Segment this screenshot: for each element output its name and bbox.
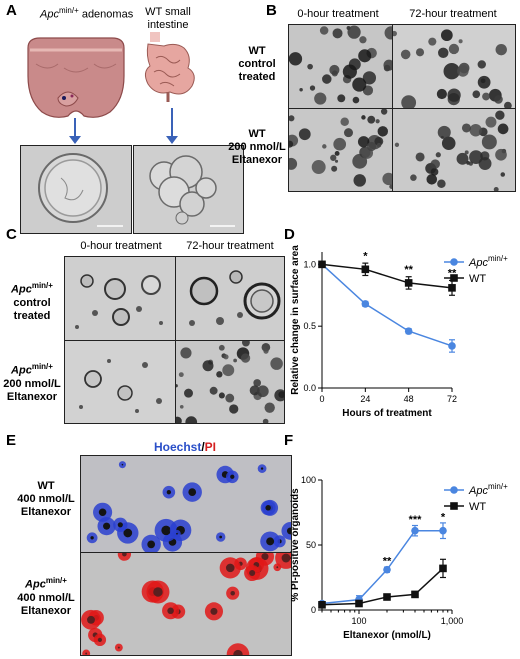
data-point — [439, 526, 447, 535]
y-tick-label: 100 — [301, 475, 316, 485]
c-row-label-apc-eltanexor: Apcmin/+ 200 nmol/L Eltanexor — [3, 362, 61, 403]
series-line-0 — [321, 263, 453, 347]
data-point — [383, 593, 391, 601]
data-point — [448, 284, 456, 292]
x-tick-label: 72 — [447, 394, 457, 404]
c-row-label-apc-control: Apcmin/+ control treated — [11, 281, 53, 322]
panel-label-c: C — [6, 226, 17, 243]
b-col-header-72h: 72-hour treatment — [409, 8, 497, 20]
micro-c-apc-eltanexor-72h — [175, 340, 285, 424]
data-point — [361, 300, 370, 308]
micro-c-apc-control-72h — [175, 256, 285, 341]
x-tick-label: 0 — [319, 394, 324, 404]
y-tick-label: 0.0 — [303, 383, 316, 393]
b-row-label-wt-eltanexor: WT 200 nmol/L Eltanexor — [228, 128, 286, 166]
data-point — [448, 342, 456, 350]
e-stain-title: Hoechst/PI — [153, 440, 217, 454]
micro-e-wt-hoechst-pi — [80, 455, 292, 553]
legend-marker — [450, 274, 458, 282]
micro-c-apc-eltanexor-0h — [64, 340, 176, 424]
series-line-1 — [321, 263, 453, 289]
panel-label-a: A — [6, 2, 17, 19]
y-axis-label: % PI-positive organoids — [290, 488, 301, 602]
x-axis-label: Hours of treatment — [342, 408, 432, 419]
c-col-header-0h: 0-hour treatment — [80, 240, 162, 252]
adenoma-tissue-illustration — [27, 37, 125, 118]
significance-annotation: ** — [383, 556, 392, 568]
x-tick-label: 1,000 — [441, 616, 464, 626]
c-col-header-72h: 72-hour treatment — [186, 240, 274, 252]
panel-a-left-label: Apcmin/+ adenomas — [40, 6, 134, 21]
data-point — [383, 565, 391, 574]
b-col-header-0h: 0-hour treatment — [297, 8, 379, 20]
data-point — [318, 260, 326, 269]
data-point — [361, 265, 370, 274]
legend-label: Apcmin/+ — [468, 254, 508, 269]
e-row-label-wt: WT 400 nmol/L Eltanexor — [17, 480, 75, 518]
small-intestine-illustration — [144, 32, 195, 102]
legend-label: WT — [469, 273, 486, 285]
y-tick-label: 0 — [311, 605, 316, 615]
e-row-label-apc: Apcmin/+ 400 nmol/L Eltanexor — [17, 576, 75, 617]
data-point — [411, 590, 419, 599]
micro-b-wt-eltanexor-0h — [288, 108, 393, 192]
b-row-label-wt-control: WT control treated — [238, 45, 276, 83]
micro-c-apc-control-0h — [64, 256, 176, 341]
y-axis-label: Relative change in surface area — [290, 245, 301, 395]
chart-d: 0.0 0.5 1.0 0 24 48 72 Hours of treatment Relati… — [290, 245, 508, 419]
y-tick-label: 50 — [306, 540, 316, 550]
chart-f: 0 50 100 100 1,000 Eltanexor (nmol/L) % PI-pos… — [290, 475, 508, 641]
x-tick-label: 100 — [351, 616, 366, 626]
legend-label: WT — [469, 501, 486, 513]
data-point — [355, 599, 363, 608]
significance-annotation: ** — [404, 264, 413, 276]
legend-marker — [450, 258, 458, 266]
micro-b-wt-control-0h — [288, 24, 393, 109]
panel-a-right-label: WT small intestine — [145, 6, 191, 31]
significance-annotation: *** — [409, 514, 423, 526]
legend-marker — [450, 502, 458, 510]
x-axis-label: Eltanexor (nmol/L) — [343, 630, 431, 641]
panel-label-b: B — [266, 2, 277, 19]
data-point — [411, 526, 419, 535]
data-point — [318, 601, 326, 609]
micro-b-wt-eltanexor-72h — [392, 108, 516, 192]
y-tick-label: 0.5 — [303, 321, 316, 331]
legend-label: Apcmin/+ — [468, 482, 508, 497]
micro-wt-intestine-organoid — [133, 145, 244, 234]
significance-annotation: * — [363, 250, 368, 262]
micro-e-apc-hoechst-pi — [80, 552, 292, 656]
significance-annotation: ** — [448, 268, 457, 280]
data-point — [404, 279, 413, 287]
y-tick-label: 1.0 — [303, 259, 316, 269]
panel-label-d: D — [284, 226, 295, 243]
legend-marker — [450, 486, 458, 494]
data-point — [439, 564, 447, 573]
x-tick-label: 24 — [360, 394, 370, 404]
micro-apc-adenoma-organoid — [20, 145, 132, 234]
panel-label-f: F — [284, 432, 294, 449]
panel-label-e: E — [6, 432, 17, 449]
panel-a-illustration — [27, 32, 195, 144]
significance-annotation: * — [441, 511, 446, 523]
x-tick-label: 48 — [404, 394, 414, 404]
micro-b-wt-control-72h — [392, 24, 516, 109]
data-point — [404, 327, 413, 335]
